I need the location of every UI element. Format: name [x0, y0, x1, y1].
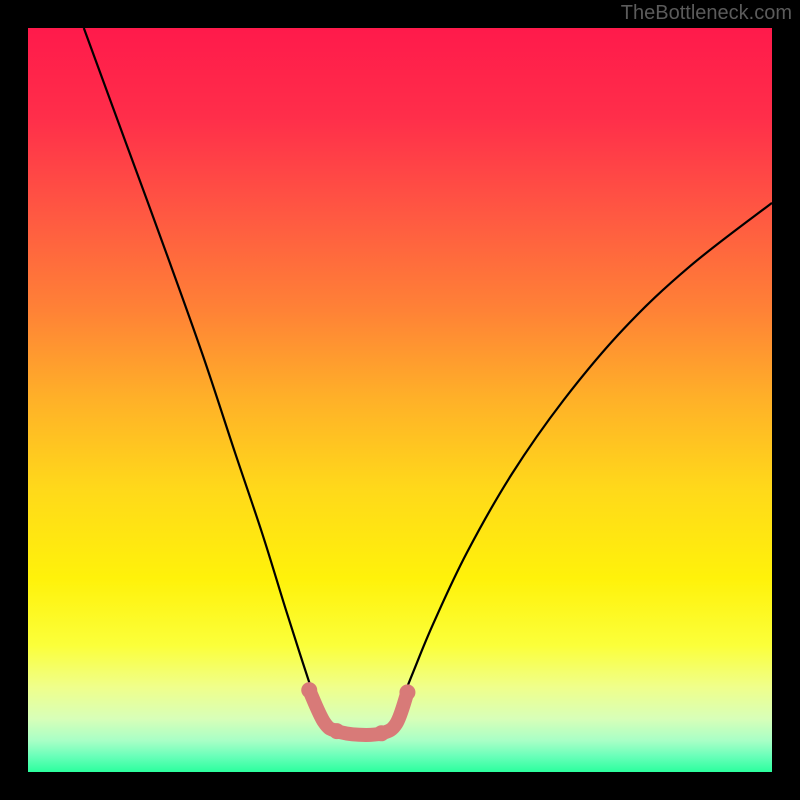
chart-frame: TheBottleneck.com — [0, 0, 800, 800]
plot-background — [28, 28, 772, 772]
plot-svg — [0, 0, 800, 800]
watermark-text: TheBottleneck.com — [621, 2, 792, 25]
